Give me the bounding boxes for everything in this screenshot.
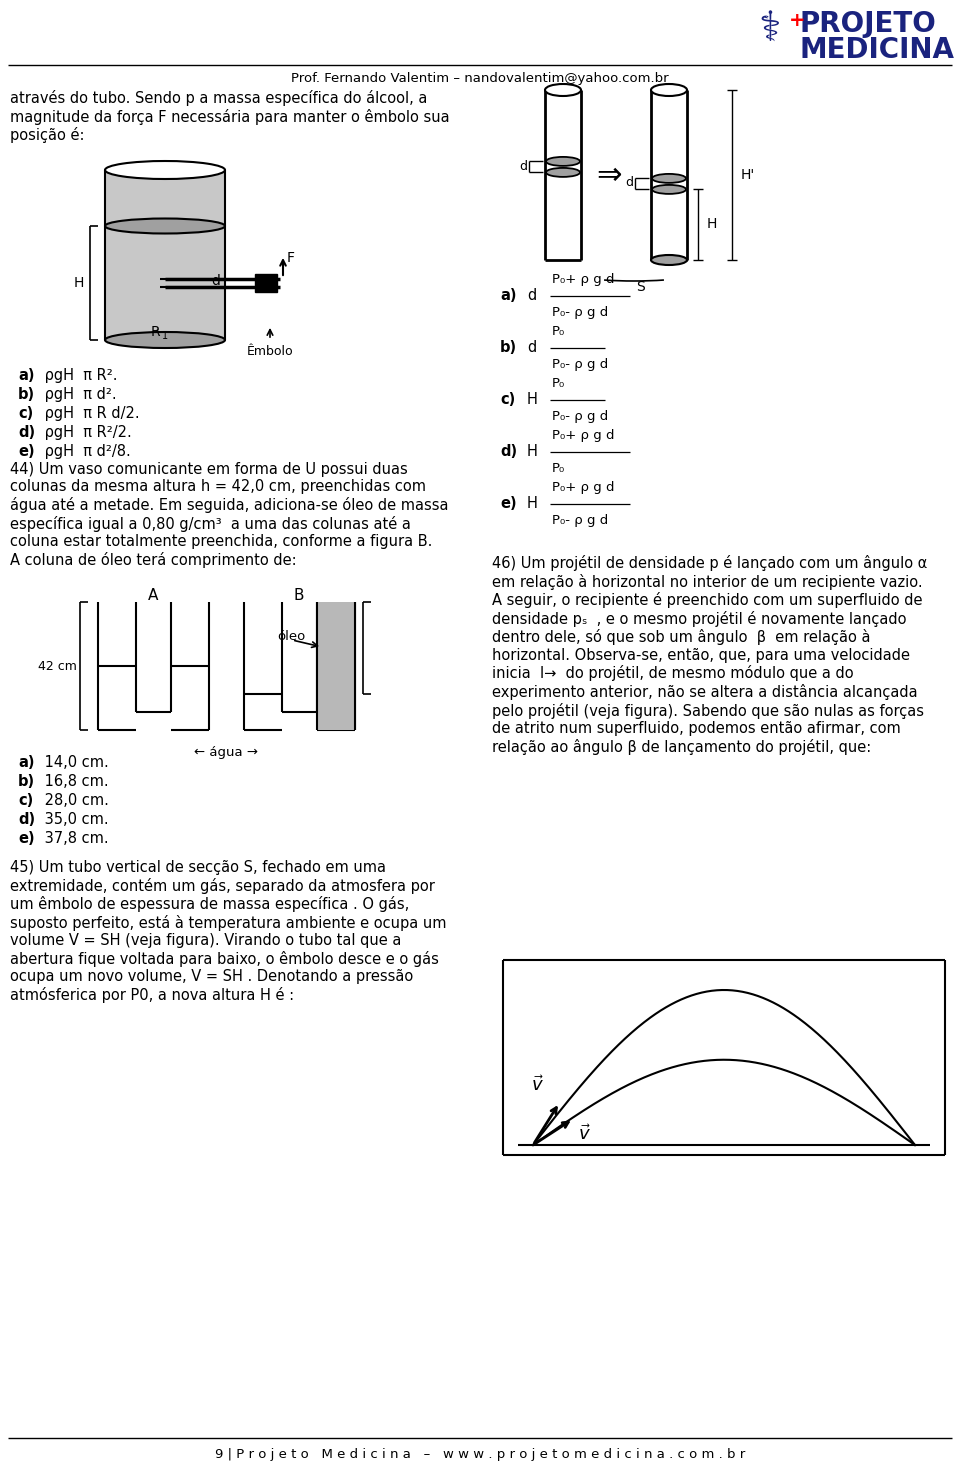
Text: 42 cm: 42 cm <box>38 659 77 672</box>
Text: ρgH  π R d/2.: ρgH π R d/2. <box>40 406 139 420</box>
Ellipse shape <box>105 218 225 233</box>
Text: 35,0 cm.: 35,0 cm. <box>40 812 108 828</box>
Text: d): d) <box>18 812 36 828</box>
Text: S: S <box>636 280 645 294</box>
Text: 1: 1 <box>162 331 168 341</box>
Text: 16,8 cm.: 16,8 cm. <box>40 774 108 790</box>
Text: ρgH  π R²/2.: ρgH π R²/2. <box>40 425 132 440</box>
Text: +: + <box>789 12 805 29</box>
Text: P₀: P₀ <box>552 377 565 390</box>
Text: P₀- ρ g d: P₀- ρ g d <box>552 514 609 527</box>
Text: 9 | P r o j e t o   M e d i c i n a   –   w w w . p r o j e t o m e d i c i n a : 9 | P r o j e t o M e d i c i n a – w w … <box>215 1447 745 1461</box>
Text: $\vec{v}$: $\vec{v}$ <box>532 1075 544 1094</box>
Text: P₀- ρ g d: P₀- ρ g d <box>552 306 609 319</box>
Ellipse shape <box>651 255 687 265</box>
Text: A: A <box>148 587 158 604</box>
Text: b): b) <box>500 340 517 355</box>
Text: d: d <box>625 176 633 189</box>
Text: d: d <box>527 289 537 303</box>
Text: 46) Um projétil de densidade p é lançado com um ângulo α
em relação à horizontal: 46) Um projétil de densidade p é lançado… <box>492 555 927 754</box>
Text: d: d <box>211 274 220 289</box>
Text: Êmbolo: Êmbolo <box>247 344 294 357</box>
Text: H': H' <box>741 168 756 182</box>
Text: H: H <box>74 275 84 290</box>
Text: ρgH  π d²/8.: ρgH π d²/8. <box>40 444 131 459</box>
Text: R: R <box>150 325 159 338</box>
Text: ρgH  π d².: ρgH π d². <box>40 387 116 401</box>
Text: ← água →: ← água → <box>194 746 258 759</box>
Ellipse shape <box>652 174 686 183</box>
Text: e): e) <box>18 444 35 459</box>
Text: P₀+ ρ g d: P₀+ ρ g d <box>552 272 614 286</box>
Text: Prof. Fernando Valentim – nandovalentim@yahoo.com.br: Prof. Fernando Valentim – nandovalentim@… <box>291 72 669 85</box>
Text: 28,0 cm.: 28,0 cm. <box>40 793 108 809</box>
Text: ρgH  π R².: ρgH π R². <box>40 368 117 382</box>
Text: ⚕: ⚕ <box>758 7 781 50</box>
Text: P₀: P₀ <box>552 325 565 338</box>
Text: a): a) <box>18 754 35 771</box>
Text: b): b) <box>18 774 36 790</box>
Text: 45) Um tubo vertical de secção S, fechado em uma
extremidade, contém um gás, sep: 45) Um tubo vertical de secção S, fechad… <box>10 860 446 1004</box>
Ellipse shape <box>652 185 686 193</box>
Text: 37,8 cm.: 37,8 cm. <box>40 831 108 845</box>
Text: F: F <box>287 251 295 265</box>
Text: MEDICINA: MEDICINA <box>800 37 955 64</box>
Text: d): d) <box>500 444 517 459</box>
Text: B: B <box>294 587 304 604</box>
Text: e): e) <box>18 831 35 845</box>
Text: e): e) <box>500 497 516 511</box>
Text: P₀- ρ g d: P₀- ρ g d <box>552 410 609 423</box>
Ellipse shape <box>546 157 580 166</box>
Text: H: H <box>527 393 538 407</box>
Text: P₀- ρ g d: P₀- ρ g d <box>552 357 609 371</box>
Ellipse shape <box>105 161 225 179</box>
Text: $\vec{v}$: $\vec{v}$ <box>578 1124 591 1144</box>
Bar <box>105 170 225 340</box>
Text: H: H <box>527 444 538 460</box>
Ellipse shape <box>651 84 687 97</box>
Bar <box>255 274 277 292</box>
Text: através do tubo. Sendo p a massa específica do álcool, a
magnitude da força F ne: através do tubo. Sendo p a massa específ… <box>10 89 449 144</box>
Text: H: H <box>707 217 717 231</box>
Text: b): b) <box>18 387 36 401</box>
Text: óleo: óleo <box>277 630 305 643</box>
Ellipse shape <box>546 168 580 177</box>
Ellipse shape <box>545 84 581 97</box>
Text: d: d <box>519 160 527 173</box>
Text: P₀+ ρ g d: P₀+ ρ g d <box>552 429 614 442</box>
Text: P₀+ ρ g d: P₀+ ρ g d <box>552 481 614 494</box>
Text: c): c) <box>500 393 516 407</box>
Text: d: d <box>527 340 537 356</box>
Text: H: H <box>527 497 538 511</box>
Text: a): a) <box>500 289 516 303</box>
Text: c): c) <box>18 406 34 420</box>
Text: P₀: P₀ <box>552 461 565 475</box>
Text: ⇒: ⇒ <box>596 161 622 189</box>
Text: 44) Um vaso comunicante em forma de U possui duas
colunas da mesma altura h = 42: 44) Um vaso comunicante em forma de U po… <box>10 461 448 567</box>
Ellipse shape <box>105 333 225 349</box>
Text: a): a) <box>18 368 35 382</box>
Bar <box>317 602 355 730</box>
Text: PROJETO: PROJETO <box>800 10 937 38</box>
Text: 14,0 cm.: 14,0 cm. <box>40 754 108 771</box>
Text: d): d) <box>18 425 36 440</box>
Text: c): c) <box>18 793 34 809</box>
